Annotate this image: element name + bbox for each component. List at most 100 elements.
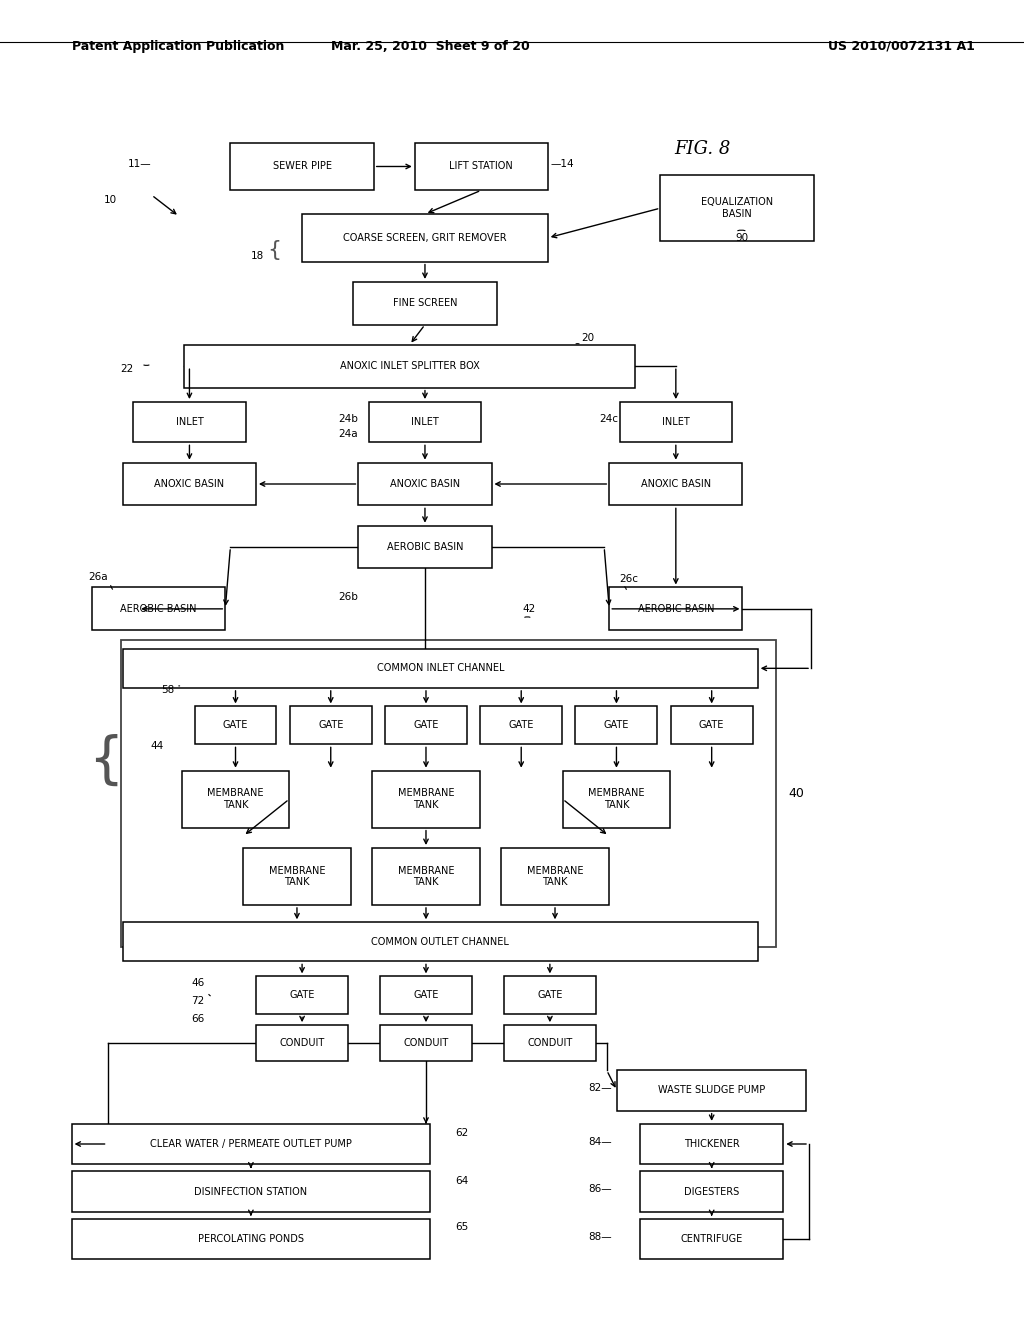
Text: CONDUIT: CONDUIT [403,1038,449,1048]
FancyBboxPatch shape [72,1171,430,1212]
FancyBboxPatch shape [256,1026,348,1061]
FancyBboxPatch shape [502,847,608,906]
Text: —14: —14 [551,160,574,169]
Text: 10: 10 [104,195,117,205]
Text: 84—: 84— [589,1137,612,1147]
Text: THICKENER: THICKENER [684,1139,739,1148]
Text: 26a: 26a [88,572,108,582]
FancyBboxPatch shape [230,143,374,190]
Text: GATE: GATE [290,990,314,1001]
Text: PERCOLATING PONDS: PERCOLATING PONDS [198,1234,304,1245]
Text: 18: 18 [251,251,264,260]
FancyBboxPatch shape [358,525,492,569]
Text: EQUALIZATION
BASIN: EQUALIZATION BASIN [701,197,773,219]
FancyBboxPatch shape [123,923,758,961]
Text: COMMON INLET CHANNEL: COMMON INLET CHANNEL [377,664,504,673]
Text: AEROBIC BASIN: AEROBIC BASIN [121,603,197,614]
Text: 46: 46 [191,978,205,989]
Text: {: { [88,734,123,788]
Text: MEMBRANE
TANK: MEMBRANE TANK [207,788,264,810]
FancyBboxPatch shape [123,462,256,506]
Text: Mar. 25, 2010  Sheet 9 of 20: Mar. 25, 2010 Sheet 9 of 20 [331,40,529,53]
Text: MEMBRANE
TANK: MEMBRANE TANK [588,788,645,810]
Text: CLEAR WATER / PERMEATE OUTLET PUMP: CLEAR WATER / PERMEATE OUTLET PUMP [150,1139,352,1148]
Text: GATE: GATE [223,721,248,730]
Text: COMMON OUTLET CHANNEL: COMMON OUTLET CHANNEL [372,937,509,946]
FancyBboxPatch shape [415,143,548,190]
FancyBboxPatch shape [358,462,492,506]
Text: GATE: GATE [414,721,438,730]
FancyBboxPatch shape [660,176,814,240]
Text: MEMBRANE
TANK: MEMBRANE TANK [397,866,455,887]
FancyBboxPatch shape [671,706,753,744]
FancyBboxPatch shape [123,648,758,688]
Text: CONDUIT: CONDUIT [527,1038,572,1048]
Text: 26b: 26b [338,591,357,602]
Text: 22: 22 [120,363,133,374]
Text: 42: 42 [522,603,536,614]
FancyBboxPatch shape [92,587,225,630]
Text: GATE: GATE [538,990,562,1001]
Text: LIFT STATION: LIFT STATION [450,161,513,172]
Text: CENTRIFUGE: CENTRIFUGE [681,1234,742,1245]
FancyBboxPatch shape [369,403,481,442]
FancyBboxPatch shape [302,214,548,261]
Text: Patent Application Publication: Patent Application Publication [72,40,284,53]
Text: INLET: INLET [411,417,439,428]
Text: 72: 72 [191,997,205,1006]
FancyBboxPatch shape [133,403,246,442]
FancyBboxPatch shape [195,706,276,744]
Text: CONDUIT: CONDUIT [280,1038,325,1048]
FancyBboxPatch shape [380,1026,472,1061]
Text: AEROBIC BASIN: AEROBIC BASIN [638,603,714,614]
FancyBboxPatch shape [640,1171,783,1212]
Text: INLET: INLET [662,417,690,428]
Text: SEWER PIPE: SEWER PIPE [272,161,332,172]
Text: 90: 90 [735,232,749,243]
FancyBboxPatch shape [353,282,497,325]
Text: {: { [267,240,282,260]
Text: ANOXIC BASIN: ANOXIC BASIN [155,479,224,488]
Text: COARSE SCREEN, GRIT REMOVER: COARSE SCREEN, GRIT REMOVER [343,232,507,243]
Text: DISINFECTION STATION: DISINFECTION STATION [195,1187,307,1196]
FancyBboxPatch shape [480,706,562,744]
Text: ANOXIC BASIN: ANOXIC BASIN [390,479,460,488]
FancyBboxPatch shape [640,1218,783,1259]
Text: FINE SCREEN: FINE SCREEN [393,298,457,309]
FancyBboxPatch shape [575,706,657,744]
FancyBboxPatch shape [380,977,472,1014]
Text: GATE: GATE [318,721,343,730]
Text: 44: 44 [151,741,164,751]
Text: FIG. 8: FIG. 8 [674,140,730,157]
Text: DIGESTERS: DIGESTERS [684,1187,739,1196]
Text: ANOXIC BASIN: ANOXIC BASIN [641,479,711,488]
Text: 20: 20 [582,333,595,343]
FancyBboxPatch shape [504,977,596,1014]
Text: ANOXIC INLET SPLITTER BOX: ANOXIC INLET SPLITTER BOX [340,362,479,371]
FancyBboxPatch shape [290,706,372,744]
Text: 86—: 86— [589,1184,612,1195]
FancyBboxPatch shape [609,462,742,506]
Text: MEMBRANE
TANK: MEMBRANE TANK [397,788,455,810]
FancyBboxPatch shape [256,977,348,1014]
Text: GATE: GATE [509,721,534,730]
FancyBboxPatch shape [616,1071,806,1110]
FancyBboxPatch shape [182,771,290,828]
Text: MEMBRANE
TANK: MEMBRANE TANK [526,866,584,887]
FancyBboxPatch shape [504,1026,596,1061]
FancyBboxPatch shape [640,1123,783,1164]
Text: GATE: GATE [414,990,438,1001]
FancyBboxPatch shape [563,771,670,828]
Text: 26c: 26c [620,574,639,585]
FancyBboxPatch shape [620,403,732,442]
Text: US 2010/0072131 A1: US 2010/0072131 A1 [827,40,975,53]
Bar [121,640,776,946]
Text: 11—: 11— [128,160,152,169]
Text: 24b: 24b [338,413,357,424]
Text: 88—: 88— [589,1232,612,1242]
FancyBboxPatch shape [244,847,350,906]
Text: 40: 40 [788,787,805,800]
Text: GATE: GATE [699,721,724,730]
Text: AEROBIC BASIN: AEROBIC BASIN [387,543,463,552]
Text: 24a: 24a [338,429,357,440]
